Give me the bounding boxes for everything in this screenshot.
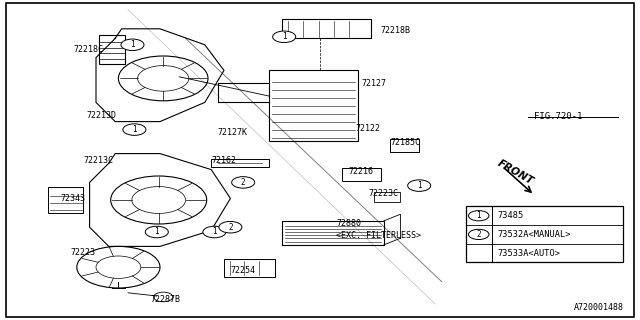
Circle shape — [219, 221, 242, 233]
Text: 72127K: 72127K — [218, 128, 248, 137]
Circle shape — [408, 180, 431, 191]
Bar — [390, 139, 419, 152]
Circle shape — [145, 226, 168, 238]
Text: 72213D: 72213D — [86, 111, 116, 120]
Bar — [211, 159, 269, 167]
Bar — [99, 35, 125, 64]
Text: 2: 2 — [476, 230, 481, 239]
Bar — [342, 168, 381, 181]
Bar — [48, 187, 83, 213]
Text: 72162: 72162 — [211, 156, 236, 164]
Text: 72287B: 72287B — [150, 295, 180, 304]
Text: 1: 1 — [212, 228, 217, 236]
Text: A720001488: A720001488 — [574, 303, 624, 312]
Circle shape — [232, 177, 255, 188]
Bar — [224, 259, 275, 277]
Bar — [466, 206, 623, 262]
Text: 73532A<MANUAL>: 73532A<MANUAL> — [498, 230, 572, 239]
Text: 2: 2 — [241, 178, 246, 187]
Text: 73485: 73485 — [498, 211, 524, 220]
Text: 1: 1 — [132, 125, 137, 134]
Circle shape — [468, 211, 489, 221]
Text: 72213C: 72213C — [83, 156, 113, 164]
Text: 73533A<AUTO>: 73533A<AUTO> — [498, 249, 561, 258]
Bar — [269, 70, 358, 141]
Text: 1: 1 — [417, 181, 422, 190]
Circle shape — [273, 31, 296, 43]
Text: 1: 1 — [282, 32, 287, 41]
Text: 72343: 72343 — [61, 194, 86, 203]
Text: FRONT: FRONT — [496, 158, 536, 187]
Circle shape — [123, 124, 146, 135]
Text: 72218C: 72218C — [74, 45, 104, 54]
Text: 1: 1 — [476, 211, 481, 220]
Text: FIG.720-1: FIG.720-1 — [534, 112, 583, 121]
Text: 72218B: 72218B — [381, 26, 411, 35]
Text: <EXC. FILTERLESS>: <EXC. FILTERLESS> — [336, 231, 421, 240]
Text: 1: 1 — [154, 228, 159, 236]
Text: 72127: 72127 — [362, 79, 387, 88]
Circle shape — [121, 39, 144, 51]
Text: 72223C: 72223C — [368, 189, 398, 198]
Text: 72216: 72216 — [349, 167, 374, 176]
Text: 2: 2 — [228, 223, 233, 232]
Circle shape — [468, 229, 489, 240]
Text: 72254: 72254 — [230, 266, 255, 275]
Bar — [374, 192, 400, 202]
Text: 72122: 72122 — [355, 124, 380, 132]
Text: 72185C: 72185C — [390, 138, 420, 147]
Text: 1: 1 — [130, 40, 135, 49]
Text: 72880: 72880 — [336, 220, 361, 228]
Circle shape — [203, 226, 226, 238]
Text: 72223: 72223 — [70, 248, 95, 257]
